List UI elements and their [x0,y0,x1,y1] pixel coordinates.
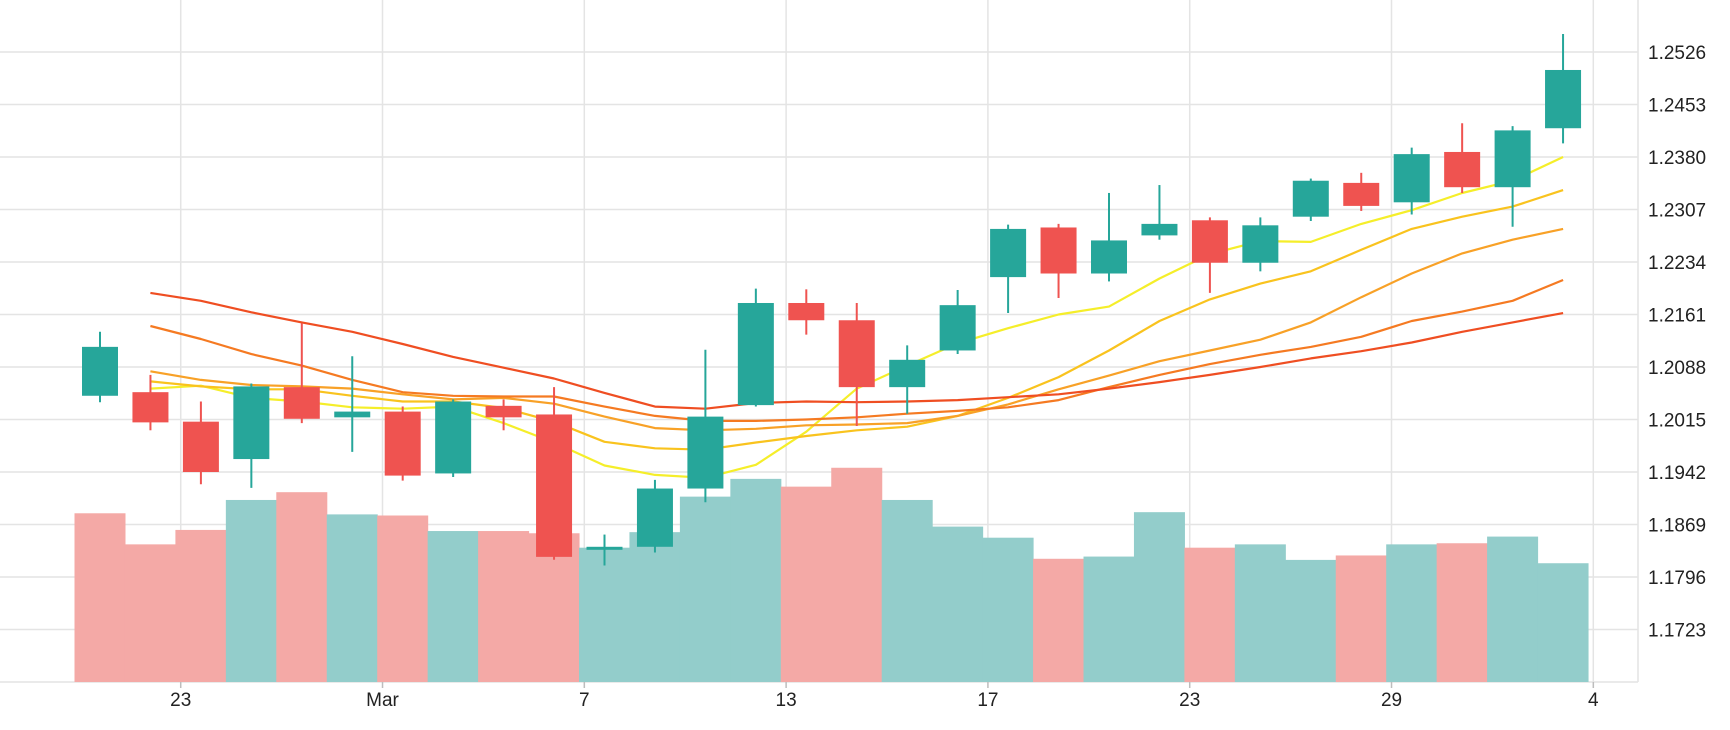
y-tick-label: 1.1942 [1648,463,1706,484]
volume-bar [629,532,681,682]
y-tick-label: 1.2307 [1648,201,1706,222]
candle-body [536,414,573,557]
candle-body [1292,180,1329,217]
axes: 1.2526 1.2453 1.2380 1.2307 1.2234 1.2161 1.20… [170,43,1706,711]
candle-body [435,401,472,474]
y-tick-label: 1.2453 [1648,96,1706,117]
moving-average-line [150,189,1564,451]
volume-bar [225,499,277,682]
candle-body [586,546,623,550]
x-tick-label: 23 [1179,690,1200,711]
volume-bar [1487,536,1539,682]
y-tick-label: 1.1796 [1648,568,1706,589]
candle-body [334,411,371,418]
volume-bar [427,531,479,682]
volume-bar [982,537,1034,682]
volume-bar [124,544,176,682]
volume-bar [1083,556,1135,682]
volume-bar [932,526,984,682]
y-tick-label: 1.2234 [1648,253,1707,274]
y-tick-label: 1.2380 [1648,148,1706,169]
candle-body [1343,182,1380,206]
candle-body [636,488,673,547]
y-tick-label: 1.1869 [1648,516,1706,537]
candle-body [1191,220,1228,263]
volume-bar [1234,544,1286,682]
volume-bar [1033,558,1085,682]
volume-bar [679,496,731,682]
candles [82,34,1582,566]
x-tick-label: 29 [1381,690,1402,711]
candle-body [889,359,926,388]
y-tick-label: 1.2015 [1648,411,1706,432]
volume-bar [1436,543,1488,682]
candle-body [1393,154,1430,203]
volume-bar [780,486,832,682]
candle-body [838,320,875,388]
y-tick-label: 1.2526 [1648,43,1706,64]
x-tick-label: 23 [170,690,191,711]
volume-bar [881,499,933,682]
volume-bar [478,531,530,682]
candle-body [182,421,219,472]
x-tick-label: 13 [776,690,797,711]
y-tick-label: 1.1723 [1648,621,1706,642]
candle-body [1494,130,1531,188]
volume-bar [326,514,378,682]
candle-body [737,302,774,406]
volume-bar [1335,555,1387,682]
x-tick-label: 7 [579,690,590,711]
candle-body [1040,227,1077,274]
candle-body [1091,240,1127,274]
candle-body [1545,69,1582,129]
candle-body [485,405,522,418]
x-tick-label: 17 [977,690,998,711]
volume-bars [74,467,1589,682]
candle-body [1242,225,1279,263]
candle-body [82,346,118,396]
y-tick-label: 1.2088 [1648,358,1706,379]
candle-body [939,305,976,351]
volume-bar [730,478,782,682]
volume-bar [1285,559,1337,682]
candle-body [788,302,825,321]
candle-body [132,392,169,423]
x-tick-label: 4 [1588,690,1599,711]
volume-bar [1537,563,1589,682]
candle-body [687,416,724,489]
candle-body [233,386,270,460]
y-tick-label: 1.2161 [1648,306,1706,327]
x-tick-label: Mar [366,690,399,711]
volume-bar [74,513,126,682]
volume-bar [175,529,227,682]
volume-bar [377,515,429,682]
candle-body [283,387,320,419]
volume-bar [1386,544,1438,682]
volume-bar [831,467,883,682]
candle-body [990,228,1027,278]
volume-bar [276,492,328,682]
volume-bar [1133,512,1185,682]
candle-body [1444,151,1481,188]
candle-body [1141,223,1178,236]
candle-body [384,411,421,476]
volume-bar [1184,547,1236,682]
volume-bar [579,547,630,682]
